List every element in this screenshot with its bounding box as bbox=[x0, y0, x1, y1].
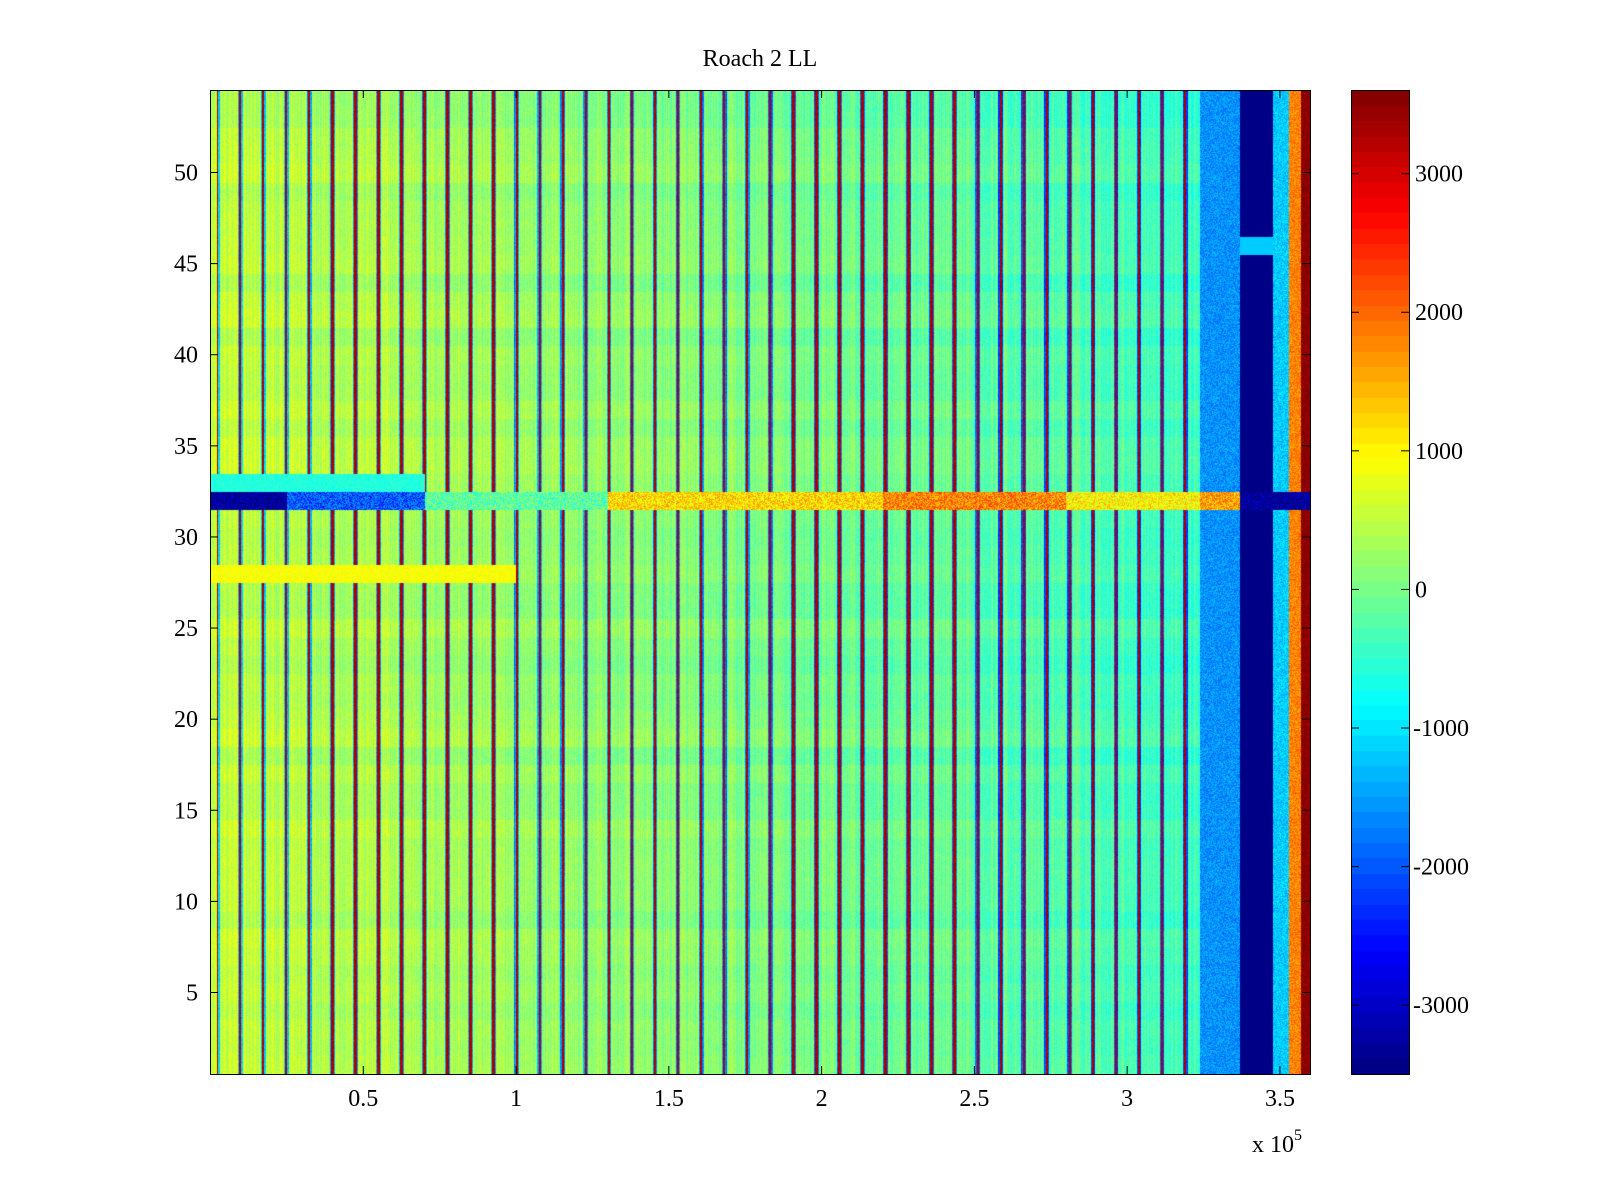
x-tick-label: 1.5 bbox=[654, 1086, 684, 1112]
x-tick-label: 3.5 bbox=[1265, 1086, 1295, 1112]
y-tick-label: 20 bbox=[174, 707, 198, 733]
colorbar-tick-label: -1000 bbox=[1413, 716, 1469, 742]
y-tick-label: 5 bbox=[186, 981, 198, 1007]
chart-title: Roach 2 LL bbox=[703, 46, 818, 72]
x-tick-label: 0.5 bbox=[348, 1086, 378, 1112]
y-axis-ticks: 5 10 15 20 25 30 35 40 45 50 bbox=[174, 161, 1310, 1007]
x-axis-scale-exponent: 5 bbox=[1294, 1127, 1302, 1144]
colorbar-ticks: 3000 2000 1000 0 -1000 -2000 -3000 bbox=[1351, 162, 1469, 1019]
x-axis-scale-base: x 10 bbox=[1252, 1132, 1294, 1158]
y-tick-label: 45 bbox=[174, 252, 198, 278]
heatmap-image bbox=[211, 91, 1310, 1074]
colorbar-tick-label: 3000 bbox=[1415, 162, 1463, 188]
colorbar-tick-label: 1000 bbox=[1415, 439, 1463, 465]
y-tick-label: 30 bbox=[174, 525, 198, 551]
y-tick-label: 50 bbox=[174, 161, 198, 187]
colorbar-tick-label: 0 bbox=[1415, 577, 1427, 603]
colorbar-tick-label: -2000 bbox=[1413, 855, 1469, 881]
x-tick-label: 3 bbox=[1121, 1086, 1133, 1112]
y-tick-label: 35 bbox=[174, 434, 198, 460]
y-tick-label: 15 bbox=[174, 798, 198, 824]
colorbar-tick-label: 2000 bbox=[1415, 300, 1463, 326]
y-tick-label: 25 bbox=[174, 616, 198, 642]
x-tick-label: 2.5 bbox=[959, 1086, 989, 1112]
plot-frame bbox=[210, 90, 1311, 1075]
colorbar-frame bbox=[1351, 90, 1410, 1075]
x-tick-label: 2 bbox=[816, 1086, 828, 1112]
colorbar-image bbox=[1352, 91, 1409, 1074]
x-axis-ticks: 0.5 1 1.5 2 2.5 3 3.5 bbox=[348, 90, 1295, 1112]
y-tick-label: 40 bbox=[174, 343, 198, 369]
x-tick-label: 1 bbox=[510, 1086, 522, 1112]
colorbar-tick-label: -3000 bbox=[1413, 993, 1469, 1019]
y-tick-label: 10 bbox=[174, 889, 198, 915]
x-axis-scale-label: x 105 bbox=[1252, 1127, 1302, 1158]
